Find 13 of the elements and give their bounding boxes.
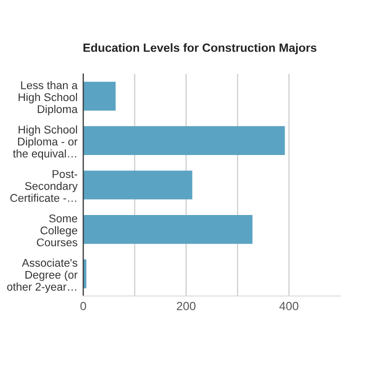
x-tick-label: 0 <box>80 302 86 310</box>
chart-title: Education Levels for Construction Majors <box>84 43 316 54</box>
y-tick-label: Post- Secondary Certificate -… <box>10 170 78 202</box>
y-tick-label: Some College Courses <box>36 214 78 246</box>
y-tick-label: Associate's Degree (or other 2-year… <box>7 258 78 293</box>
x-tick-label: 200 <box>176 302 196 310</box>
bar <box>83 82 116 111</box>
bar <box>83 214 252 244</box>
y-tick-label: High School Diploma - or the equival… <box>13 125 78 160</box>
bar <box>83 126 285 156</box>
x-tick-label: 400 <box>279 302 298 310</box>
bar <box>83 170 192 200</box>
y-tick-label: Less than a High School Diploma <box>18 81 78 116</box>
